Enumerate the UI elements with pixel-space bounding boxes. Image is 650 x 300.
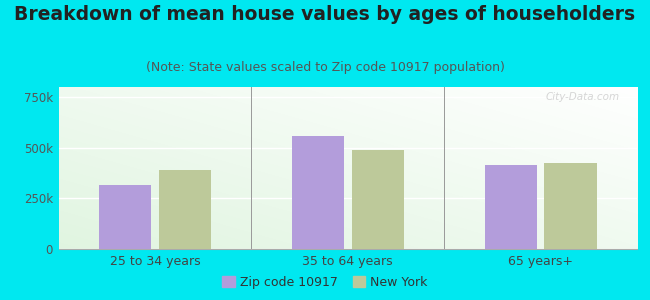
Bar xyxy=(545,163,597,249)
Text: City-Data.com: City-Data.com xyxy=(545,92,619,102)
Bar xyxy=(159,170,211,249)
Bar xyxy=(352,150,404,249)
Bar xyxy=(292,136,344,249)
Text: (Note: State values scaled to Zip code 10917 population): (Note: State values scaled to Zip code 1… xyxy=(146,61,504,74)
Bar xyxy=(485,165,537,249)
Legend: Zip code 10917, New York: Zip code 10917, New York xyxy=(217,271,433,294)
Bar xyxy=(99,185,151,249)
Text: Breakdown of mean house values by ages of householders: Breakdown of mean house values by ages o… xyxy=(14,4,636,23)
